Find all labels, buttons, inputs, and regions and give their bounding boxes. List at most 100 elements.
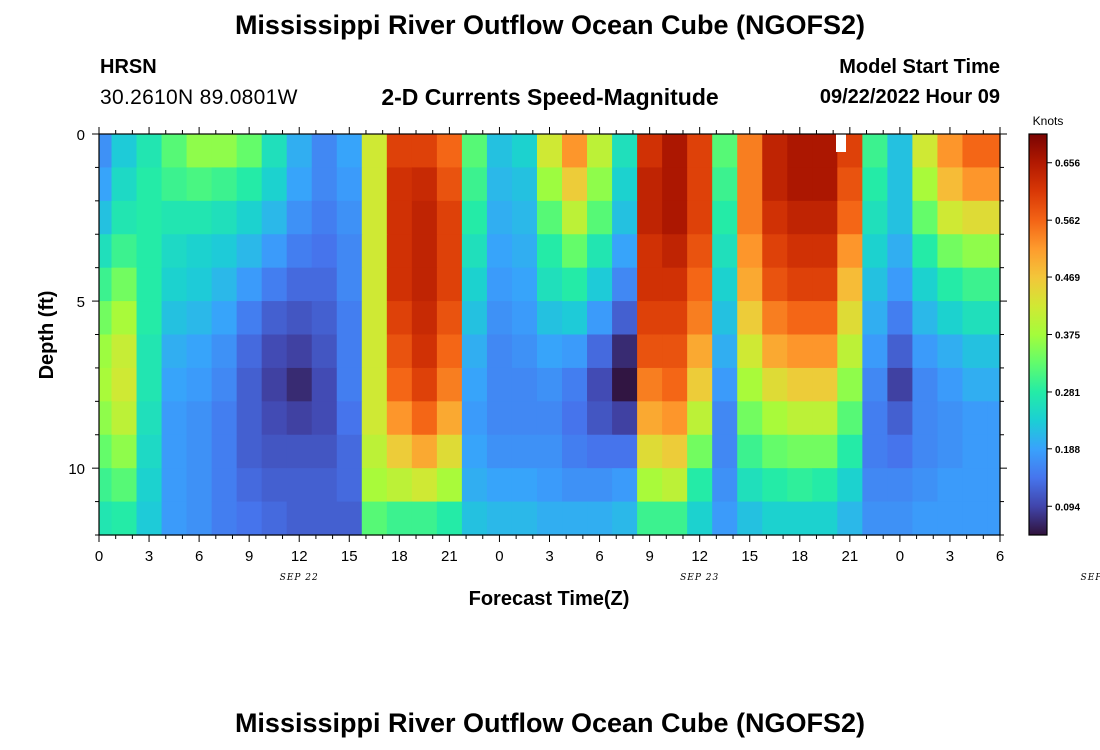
heatmap-cell bbox=[261, 501, 288, 536]
heatmap-cell bbox=[787, 468, 813, 503]
heatmap-cell bbox=[812, 434, 838, 469]
heatmap-cell bbox=[386, 334, 413, 369]
heatmap-cell bbox=[662, 301, 688, 336]
heatmap-cell bbox=[261, 167, 288, 202]
colorbar: Knots 0.094 0.188 0.281 0.375 0.469 0.562 0.65… bbox=[1028, 114, 1080, 536]
heatmap-cell bbox=[637, 301, 663, 336]
heatmap-cell bbox=[937, 301, 964, 336]
heatmap-cell bbox=[762, 267, 788, 302]
heatmap-cell bbox=[261, 401, 288, 436]
heatmap-cell bbox=[937, 367, 964, 402]
heatmap-cell bbox=[987, 200, 1001, 235]
heatmap-cell bbox=[211, 134, 238, 169]
heatmap-cell bbox=[862, 334, 888, 369]
heatmap-cell bbox=[461, 367, 488, 402]
heatmap-cell bbox=[587, 401, 613, 436]
heatmap-cell bbox=[136, 401, 163, 436]
heatmap-cell bbox=[887, 267, 914, 302]
heatmap-cell bbox=[637, 434, 663, 469]
heatmap-cell bbox=[286, 501, 313, 536]
heatmap-cell bbox=[99, 468, 113, 503]
heatmap-cell bbox=[186, 200, 213, 235]
heatmap-cell bbox=[186, 234, 213, 269]
heatmap-cell bbox=[511, 134, 538, 169]
heatmap-cell bbox=[436, 468, 463, 503]
heatmap-cell bbox=[236, 468, 263, 503]
heatmap-cell bbox=[787, 401, 813, 436]
heatmap-cell bbox=[286, 234, 313, 269]
heatmap-cell bbox=[111, 434, 138, 469]
heatmap-cell bbox=[662, 367, 688, 402]
heatmap-cell bbox=[536, 301, 563, 336]
x-tick-label: 21 bbox=[841, 548, 858, 565]
heatmap-cell bbox=[712, 367, 738, 402]
heatmap-cell bbox=[762, 434, 788, 469]
heatmap-cell bbox=[687, 301, 713, 336]
heatmap-cell bbox=[737, 267, 763, 302]
heatmap-cell bbox=[236, 200, 263, 235]
heatmap-cell bbox=[336, 367, 363, 402]
heatmap-cell bbox=[787, 267, 813, 302]
heatmap-cell bbox=[386, 134, 413, 169]
heatmap-cell bbox=[712, 234, 738, 269]
heatmap-cell bbox=[912, 301, 939, 336]
heatmap-cell bbox=[587, 200, 613, 235]
heatmap-cell bbox=[587, 167, 613, 202]
heatmap-cell bbox=[136, 301, 163, 336]
x-tick-label: 12 bbox=[691, 548, 708, 565]
heatmap-cell bbox=[336, 267, 363, 302]
heatmap-cell bbox=[311, 301, 338, 336]
currents-heatmap-chart: 0 3 6 9 12 15 18 21 0 3 6 9 12 15 18 21 0 3 6 SEP 22 SEP 23 S… bbox=[36, 114, 1100, 610]
heatmap-cell bbox=[111, 468, 138, 503]
heatmap-cell bbox=[812, 501, 838, 536]
heatmap-cell bbox=[511, 234, 538, 269]
heatmap-cell bbox=[912, 267, 939, 302]
heatmap-cell bbox=[787, 301, 813, 336]
heatmap-cell bbox=[762, 401, 788, 436]
heatmap-cell bbox=[261, 301, 288, 336]
heatmap-cell bbox=[662, 468, 688, 503]
heatmap-cell bbox=[587, 234, 613, 269]
heatmap-cell bbox=[862, 234, 888, 269]
x-tick-label: 9 bbox=[245, 548, 253, 565]
heatmap-cell bbox=[386, 468, 413, 503]
heatmap-cell bbox=[812, 200, 838, 235]
heatmap-cell bbox=[712, 267, 738, 302]
heatmap-cell bbox=[687, 334, 713, 369]
heatmap-cell bbox=[99, 367, 113, 402]
heatmap-cell bbox=[211, 501, 238, 536]
heatmap-cell bbox=[662, 401, 688, 436]
heatmap-cell bbox=[987, 334, 1001, 369]
heatmap-cell bbox=[987, 501, 1001, 536]
heatmap-cell bbox=[987, 134, 1001, 169]
heatmap-cell bbox=[712, 301, 738, 336]
heatmap-cell bbox=[536, 468, 563, 503]
heatmap-cell bbox=[536, 334, 563, 369]
heatmap-cell bbox=[862, 167, 888, 202]
heatmap-cell bbox=[562, 434, 588, 469]
x-axis: 0 3 6 9 12 15 18 21 0 3 6 9 12 15 18 21 0 3 6 SEP 22 SEP 23 S… bbox=[95, 127, 1100, 583]
heatmap-cell bbox=[862, 367, 888, 402]
heatmap-cell bbox=[411, 134, 438, 169]
heatmap-cell bbox=[587, 434, 613, 469]
heatmap-cell bbox=[436, 134, 463, 169]
colorbar-tick-label: 0.094 bbox=[1055, 502, 1080, 513]
colorbar-scale bbox=[1028, 133, 1048, 536]
heatmap-cell bbox=[687, 401, 713, 436]
heatmap-cell bbox=[562, 200, 588, 235]
heatmap-cell bbox=[887, 167, 914, 202]
heatmap-cell bbox=[887, 334, 914, 369]
heatmap-cell bbox=[186, 267, 213, 302]
colorbar-unit-label: Knots bbox=[1033, 114, 1064, 128]
heatmap-cell bbox=[486, 468, 513, 503]
heatmap-cell bbox=[662, 501, 688, 536]
heatmap-cell bbox=[637, 167, 663, 202]
heatmap-cell bbox=[937, 334, 964, 369]
heatmap-cell bbox=[887, 367, 914, 402]
heatmap-cell bbox=[436, 301, 463, 336]
heatmap-cell bbox=[536, 367, 563, 402]
heatmap-cell bbox=[436, 167, 463, 202]
heatmap-cell bbox=[411, 267, 438, 302]
heatmap-cell bbox=[662, 267, 688, 302]
heatmap-cell bbox=[336, 334, 363, 369]
